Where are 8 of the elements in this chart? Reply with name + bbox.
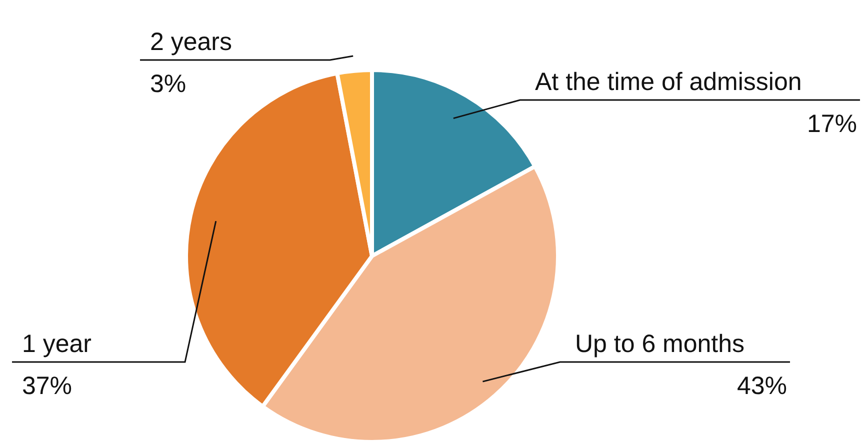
slice-label: 1 year: [22, 330, 92, 358]
data-label: 17%: [806, 110, 857, 138]
data-label: 37%: [22, 372, 72, 400]
slice-label: At the time of admission: [535, 68, 802, 96]
slice-label: 2 years: [150, 28, 232, 56]
slice-label: Up to 6 months: [575, 330, 745, 358]
data-label: 43%: [736, 372, 787, 400]
data-label: 3%: [150, 70, 186, 98]
